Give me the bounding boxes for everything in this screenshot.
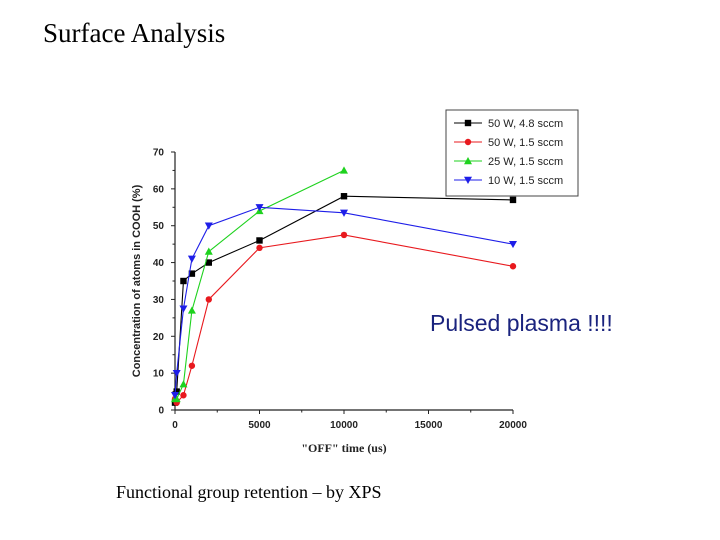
slide-title: Surface Analysis [43, 18, 226, 48]
callout-text: Pulsed plasma !!!! [430, 310, 613, 336]
y-axis-label: Concentration of atoms in COOH (%) [131, 184, 143, 377]
data-point-series-1 [173, 388, 180, 395]
x-tick-label: 15000 [415, 420, 443, 431]
data-point-series-1 [340, 193, 348, 200]
y-tick-label: 10 [153, 369, 165, 380]
series-line-4 [174, 206, 514, 396]
data-point-series-4 [255, 204, 264, 212]
data-point-series-2 [205, 296, 212, 303]
data-point-series-2 [340, 231, 348, 239]
x-axis-label: "OFF" time (us) [301, 441, 386, 455]
legend: 50 W, 4.8 sccm 50 W, 1.5 sccm 25 W, 1.5 sc… [445, 109, 579, 197]
plot-area: 0 5000 10000 15000 20000 0 10 20 30 40 50 60 70 "OFF"… [131, 148, 527, 456]
legend-entry: 10 W, 1.5 sccm [488, 175, 563, 187]
data-point-series-4 [179, 305, 188, 313]
data-point-series-3 [179, 380, 188, 388]
x-tick-label: 20000 [499, 420, 527, 431]
y-tick-label: 50 [153, 221, 165, 232]
legend-marker [464, 176, 472, 184]
data-point-series-3 [172, 394, 181, 403]
data-point-series-4 [171, 392, 179, 400]
x-tick-label: 0 [172, 420, 178, 431]
legend-marker [464, 119, 472, 127]
data-point-series-1 [256, 237, 263, 244]
data-point-series-4 [204, 222, 213, 230]
legend-entry: 25 W, 1.5 sccm [488, 156, 563, 168]
legend-entry: 50 W, 4.8 sccm [488, 118, 563, 130]
y-tick-label: 60 [153, 184, 165, 195]
y-tick-label: 0 [158, 406, 164, 417]
y-tick-label: 70 [153, 148, 165, 159]
caption: Functional group retention – by XPS [116, 482, 382, 502]
data-point-series-1 [205, 259, 212, 266]
data-point-series-4 [340, 209, 348, 217]
legend-marker [464, 157, 472, 165]
data-point-series-4 [509, 240, 517, 249]
x-tick-label: 10000 [330, 420, 358, 431]
data-point-series-1 [509, 196, 517, 204]
legend-marker [464, 138, 472, 146]
y-tick-label: 20 [153, 332, 165, 343]
data-point-series-2 [256, 244, 263, 252]
legend-entry: 50 W, 1.5 sccm [488, 137, 563, 149]
x-tick-label: 5000 [248, 420, 271, 431]
y-tick-label: 40 [153, 258, 165, 269]
data-point-series-1 [180, 277, 187, 285]
data-point-series-1 [188, 270, 196, 277]
data-point-series-4 [172, 369, 181, 378]
data-point-series-3 [187, 306, 196, 314]
data-point-series-2 [188, 362, 196, 369]
data-point-series-2 [509, 263, 517, 270]
data-point-series-3 [340, 166, 348, 174]
data-point-series-4 [187, 255, 196, 263]
series-line-1 [174, 195, 514, 403]
data-point-series-3 [204, 247, 213, 255]
data-point-series-2 [180, 392, 187, 399]
y-tick-label: 30 [153, 295, 165, 306]
